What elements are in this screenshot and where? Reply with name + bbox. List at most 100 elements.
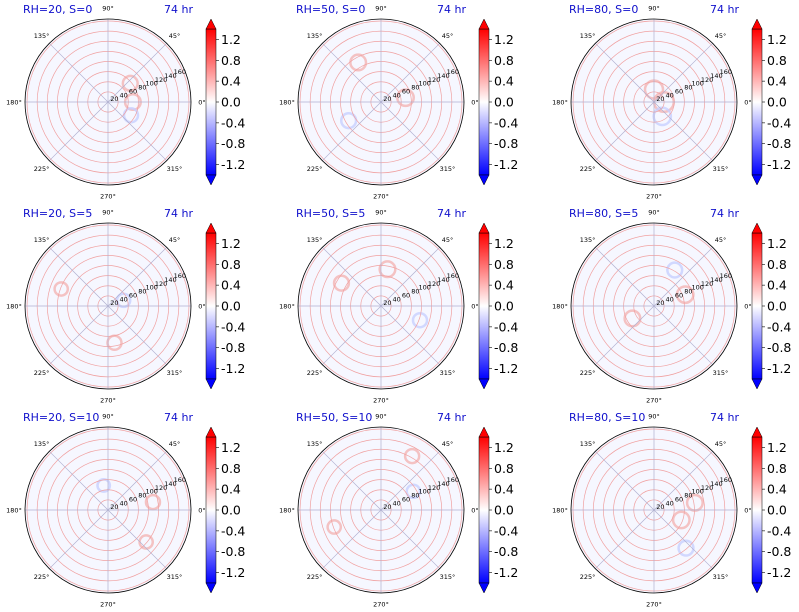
colorbar-tick-label: 1.2 bbox=[221, 32, 241, 47]
radial-tick-label: 40 bbox=[666, 91, 674, 99]
theta-tick-label: 225° bbox=[307, 165, 323, 173]
theta-tick-label: 90° bbox=[375, 5, 387, 13]
theta-tick-label: 135° bbox=[34, 236, 50, 244]
colorbar-tick-label: 0.8 bbox=[767, 461, 787, 476]
colorbar-tick-label: 0.0 bbox=[767, 503, 787, 518]
colorbar-tick-label: 1.2 bbox=[767, 236, 787, 251]
polar-frame bbox=[24, 222, 192, 390]
field-blob bbox=[349, 53, 368, 72]
theta-tick-label: 270° bbox=[373, 193, 389, 201]
theta-tick-label: 45° bbox=[442, 440, 454, 448]
radial-tick-label: 120 bbox=[701, 484, 713, 492]
radial-tick-label: 140 bbox=[164, 480, 176, 488]
colorbar-tick-label: -0.8 bbox=[494, 340, 518, 355]
theta-tick-label: 135° bbox=[34, 440, 50, 448]
theta-tick-label: 270° bbox=[100, 193, 116, 201]
colorbar-tick-label: -0.4 bbox=[767, 319, 791, 334]
theta-tick-label: 270° bbox=[646, 193, 662, 201]
colorbar-tick-label: -1.2 bbox=[221, 157, 245, 172]
colorbar-tick-label: -0.4 bbox=[221, 319, 245, 334]
colorbar-extend-max bbox=[205, 222, 217, 234]
panel-title-right: 74 hr bbox=[164, 411, 193, 424]
colorbar: 1.2 0.8 0.4 0.0 -0.4 -0.8 -1.2 bbox=[478, 426, 518, 594]
theta-tick-label: 225° bbox=[580, 369, 596, 377]
field-blob bbox=[405, 483, 422, 500]
colorbar: 1.2 0.8 0.4 0.0 -0.4 -0.8 -1.2 bbox=[751, 222, 791, 390]
radial-tick-label: 140 bbox=[437, 72, 449, 80]
radial-tick-label: 120 bbox=[155, 76, 167, 84]
angle-spoke bbox=[595, 451, 713, 569]
theta-tick-label: 315° bbox=[713, 573, 729, 581]
field-blob bbox=[675, 285, 695, 305]
colorbar-tick-label: -1.2 bbox=[494, 361, 518, 376]
theta-tick-label: 315° bbox=[167, 573, 183, 581]
theta-tick-label: 180° bbox=[6, 507, 22, 515]
theta-tick-label: 45° bbox=[169, 440, 181, 448]
field-structure bbox=[623, 261, 695, 328]
colorbar-tick-label: 0.8 bbox=[767, 257, 787, 272]
field-structure bbox=[326, 447, 422, 535]
theta-tick-label: 90° bbox=[102, 413, 114, 421]
radial-tick-label: 20 bbox=[383, 95, 391, 103]
colorbar-tick-label: 0.8 bbox=[221, 257, 241, 272]
colorbar-tick-label: 1.2 bbox=[221, 440, 241, 455]
colorbar-body bbox=[751, 232, 763, 380]
radial-tick-label: 60 bbox=[129, 495, 137, 503]
theta-tick-label: 90° bbox=[102, 209, 114, 217]
colorbar-extend-max bbox=[751, 426, 763, 438]
field-blob bbox=[671, 510, 691, 530]
polar-frame bbox=[24, 18, 192, 186]
theta-tick-label: 45° bbox=[169, 32, 181, 40]
theta-tick-label: 225° bbox=[34, 573, 50, 581]
radial-tick-label: 140 bbox=[437, 276, 449, 284]
radial-tick-label: 100 bbox=[419, 488, 431, 496]
polar-panel: 0°45°90°135°180°225°270°315°20 40 60 801001… bbox=[552, 411, 791, 609]
radial-tick-label: 100 bbox=[692, 80, 704, 88]
radial-tick-label: 160 bbox=[447, 68, 459, 76]
radial-tick-label: 100 bbox=[692, 488, 704, 496]
polar-frame bbox=[297, 18, 465, 186]
theta-tick-label: 90° bbox=[375, 209, 387, 217]
radial-tick-label: 40 bbox=[120, 295, 128, 303]
radial-tick-label: 20 bbox=[656, 503, 664, 511]
angle-spoke bbox=[49, 451, 167, 569]
colorbar-tick-label: 0.4 bbox=[221, 74, 241, 89]
theta-tick-label: 315° bbox=[713, 369, 729, 377]
colorbar-tick-label: -1.2 bbox=[221, 565, 245, 580]
colorbar-tick-label: 0.8 bbox=[767, 53, 787, 68]
panel-title-left: RH=20, S=0 bbox=[23, 3, 92, 16]
field-blob bbox=[53, 281, 70, 297]
colorbar-tick-label: -1.2 bbox=[767, 361, 791, 376]
field-structure bbox=[53, 281, 132, 352]
radial-tick-label: 100 bbox=[692, 284, 704, 292]
theta-tick-label: 270° bbox=[100, 397, 116, 405]
field-blob bbox=[332, 274, 351, 292]
panel-title-left: RH=80, S=0 bbox=[569, 3, 638, 16]
colorbar-body bbox=[751, 28, 763, 176]
colorbar-tick-label: 0.8 bbox=[494, 53, 514, 68]
theta-tick-label: 135° bbox=[307, 236, 323, 244]
polar-panel: 0°45°90°135°180°225°270°315°20 40 60 801001… bbox=[6, 207, 245, 405]
panel-title-right: 74 hr bbox=[164, 3, 193, 16]
radial-tick-label: 140 bbox=[710, 72, 722, 80]
radial-tick-label: 60 bbox=[129, 291, 137, 299]
polar-panel: 0°45°90°135°180°225°270°315°20 40 60 801001… bbox=[279, 411, 518, 609]
radial-tick-label: 140 bbox=[710, 276, 722, 284]
theta-tick-label: 225° bbox=[34, 369, 50, 377]
colorbar-tick-label: 0.4 bbox=[221, 482, 241, 497]
radial-tick-label: 60 bbox=[675, 495, 683, 503]
theta-tick-label: 180° bbox=[552, 507, 568, 515]
radial-tick-label: 20 bbox=[110, 503, 118, 511]
radial-tick-label: 80 bbox=[684, 288, 692, 296]
radial-tick-label: 160 bbox=[720, 68, 732, 76]
colorbar: 1.2 0.8 0.4 0.0 -0.4 -0.8 -1.2 bbox=[205, 18, 245, 186]
radial-tick-label: 140 bbox=[164, 276, 176, 284]
colorbar-tick-label: -1.2 bbox=[767, 157, 791, 172]
field-blob bbox=[340, 112, 358, 130]
colorbar-tick-label: 0.0 bbox=[221, 503, 241, 518]
radial-tick-label: 40 bbox=[666, 499, 674, 507]
colorbar-extend-min bbox=[751, 378, 763, 390]
radial-tick-label: 20 bbox=[383, 503, 391, 511]
radial-tick-label: 160 bbox=[447, 272, 459, 280]
